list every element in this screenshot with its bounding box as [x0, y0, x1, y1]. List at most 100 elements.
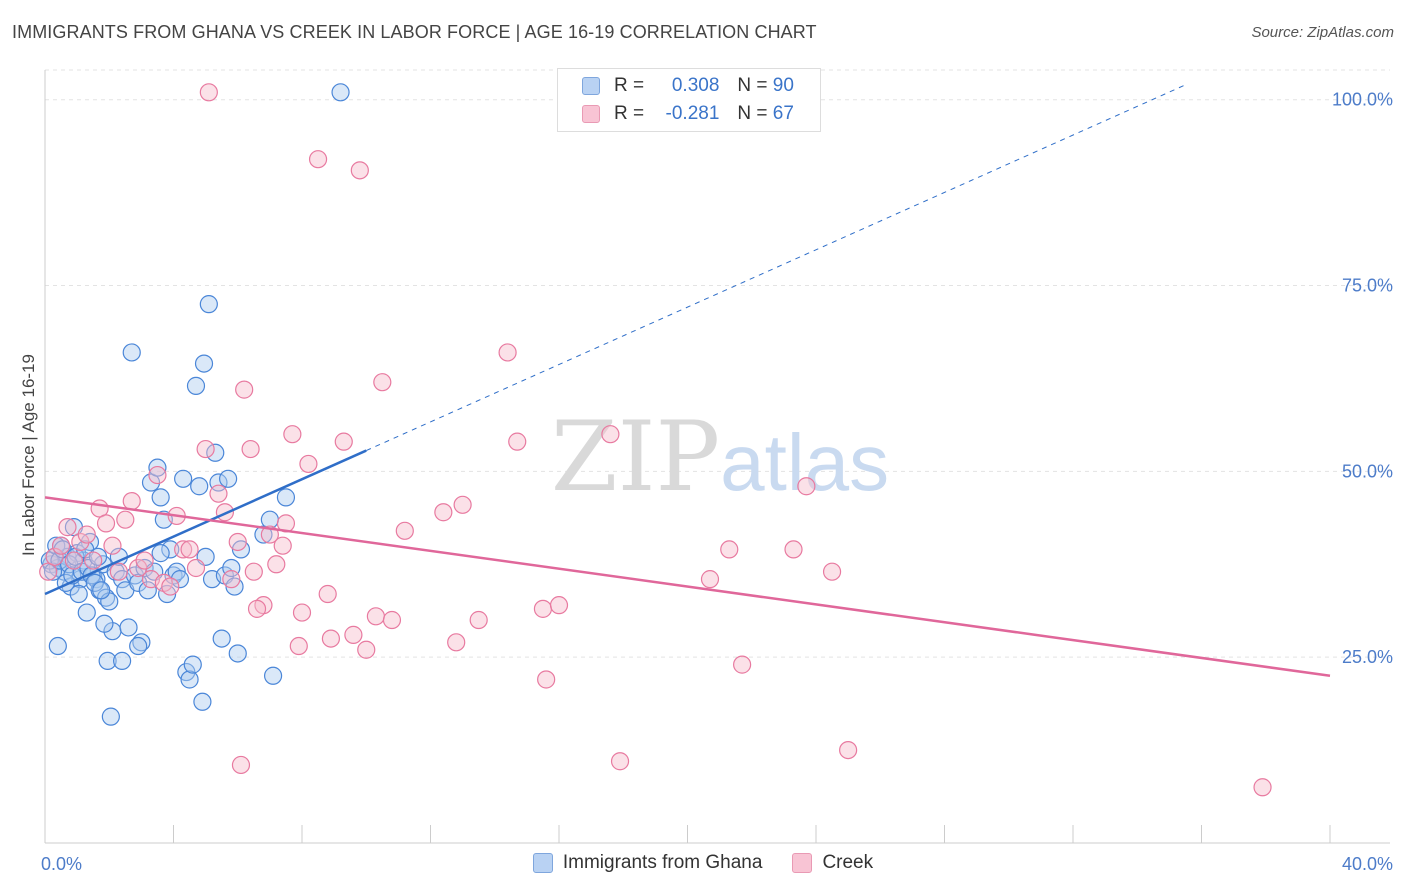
point-creek [244, 562, 263, 581]
point-ghana [263, 666, 283, 685]
point-creek [283, 425, 302, 444]
trend-ghana [44, 449, 367, 596]
point-ghana [98, 651, 117, 670]
legend-row-ghana: R = 0.308 N = 90 [582, 75, 794, 97]
point-creek [533, 599, 553, 618]
point-ghana [95, 614, 114, 633]
point-ghana [122, 343, 141, 362]
point-creek [64, 551, 84, 570]
bottom-legend: Immigrants from Ghana Creek [0, 852, 1406, 874]
y-tick-label: 25.0% [1342, 647, 1393, 667]
point-ghana [194, 354, 214, 373]
point-creek [51, 536, 71, 555]
source-label: Source: ZipAtlas.com [1251, 24, 1394, 41]
point-creek [373, 373, 392, 392]
x-tick-label: 40.0% [1342, 854, 1393, 874]
point-ghana [48, 636, 67, 656]
point-ghana [135, 558, 154, 578]
point-ghana [219, 469, 238, 488]
point-ghana [190, 477, 209, 496]
point-ghana [148, 458, 167, 477]
point-creek [321, 629, 341, 648]
point-creek [273, 536, 292, 555]
point-ghana [199, 295, 218, 314]
legend-n-label: N = [737, 103, 768, 124]
point-creek [209, 484, 228, 503]
point-ghana [186, 376, 206, 395]
point-ghana [161, 540, 180, 559]
point-creek [434, 503, 453, 522]
point-creek [96, 514, 116, 533]
tick-labels: 25.0% 50.0% 75.0% 100.0% 0.0% 40.0% [41, 90, 1393, 874]
point-creek [537, 670, 556, 689]
point-creek [508, 432, 527, 451]
point-creek [549, 596, 569, 615]
point-creek [109, 562, 128, 581]
point-creek [797, 477, 816, 496]
point-ghana [151, 488, 170, 507]
point-ghana [43, 562, 63, 581]
point-ghana [331, 83, 350, 102]
point-creek [267, 555, 286, 574]
point-creek [366, 607, 385, 626]
point-ghana [138, 581, 157, 600]
bottom-legend-creek[interactable]: Creek [792, 852, 873, 874]
point-creek [498, 343, 517, 362]
legend-r-ghana: 0.308 [671, 75, 720, 96]
legend-r-label: R = [614, 103, 645, 124]
x-tick-label: 0.0% [41, 854, 82, 874]
point-ghana [151, 544, 170, 563]
point-ghana [85, 573, 104, 592]
series-ghana-points [40, 83, 350, 726]
point-creek [382, 610, 402, 630]
point-creek [318, 584, 337, 604]
chart-title: IMMIGRANTS FROM GHANA VS CREEK IN LABOR … [12, 22, 817, 42]
point-creek [71, 532, 90, 552]
point-creek [122, 491, 141, 511]
series-creek-points [39, 83, 1272, 797]
point-ghana [276, 488, 296, 507]
point-creek [228, 532, 247, 552]
legend-row-creek: R = -0.281 N = 67 [582, 103, 794, 125]
legend-box: R = 0.308 N = 90 R = -0.281 N = 67 [557, 68, 821, 132]
legend-swatch-ghana [582, 77, 600, 95]
bottom-legend-ghana[interactable]: Immigrants from Ghana [532, 852, 762, 874]
point-creek [350, 161, 369, 180]
point-creek [186, 558, 206, 578]
point-creek [196, 439, 215, 459]
point-ghana [193, 692, 212, 711]
point-creek [77, 525, 96, 544]
point-creek [241, 439, 260, 459]
point-ghana [69, 584, 88, 604]
y-tick-label: 100.0% [1332, 90, 1393, 110]
point-creek [447, 633, 466, 652]
point-ghana [112, 651, 132, 670]
point-ghana [92, 581, 111, 600]
point-creek [45, 547, 64, 566]
point-creek [289, 636, 308, 656]
legend-swatch-creek [582, 105, 600, 123]
point-creek [174, 540, 193, 559]
point-creek [161, 577, 180, 596]
trend-ghana-extrapolated [366, 84, 1186, 452]
point-ghana [119, 618, 138, 637]
legend-r-creek: -0.281 [665, 103, 720, 124]
point-creek [148, 465, 167, 485]
legend-swatch-ghana [532, 853, 553, 873]
point-creek [733, 655, 752, 674]
point-creek [357, 640, 376, 659]
point-ghana [180, 670, 199, 689]
point-ghana [174, 469, 193, 488]
watermark: ZIPatlas [551, 401, 889, 513]
point-creek [601, 425, 620, 444]
y-tick-label: 75.0% [1342, 276, 1393, 296]
legend-label-creek: Creek [822, 852, 874, 873]
point-creek [1253, 778, 1272, 797]
point-ghana [206, 443, 225, 462]
point-ghana [77, 603, 96, 622]
trend-lines [44, 84, 1331, 678]
point-ghana [228, 644, 247, 663]
point-creek [247, 599, 267, 618]
point-creek [222, 570, 241, 589]
